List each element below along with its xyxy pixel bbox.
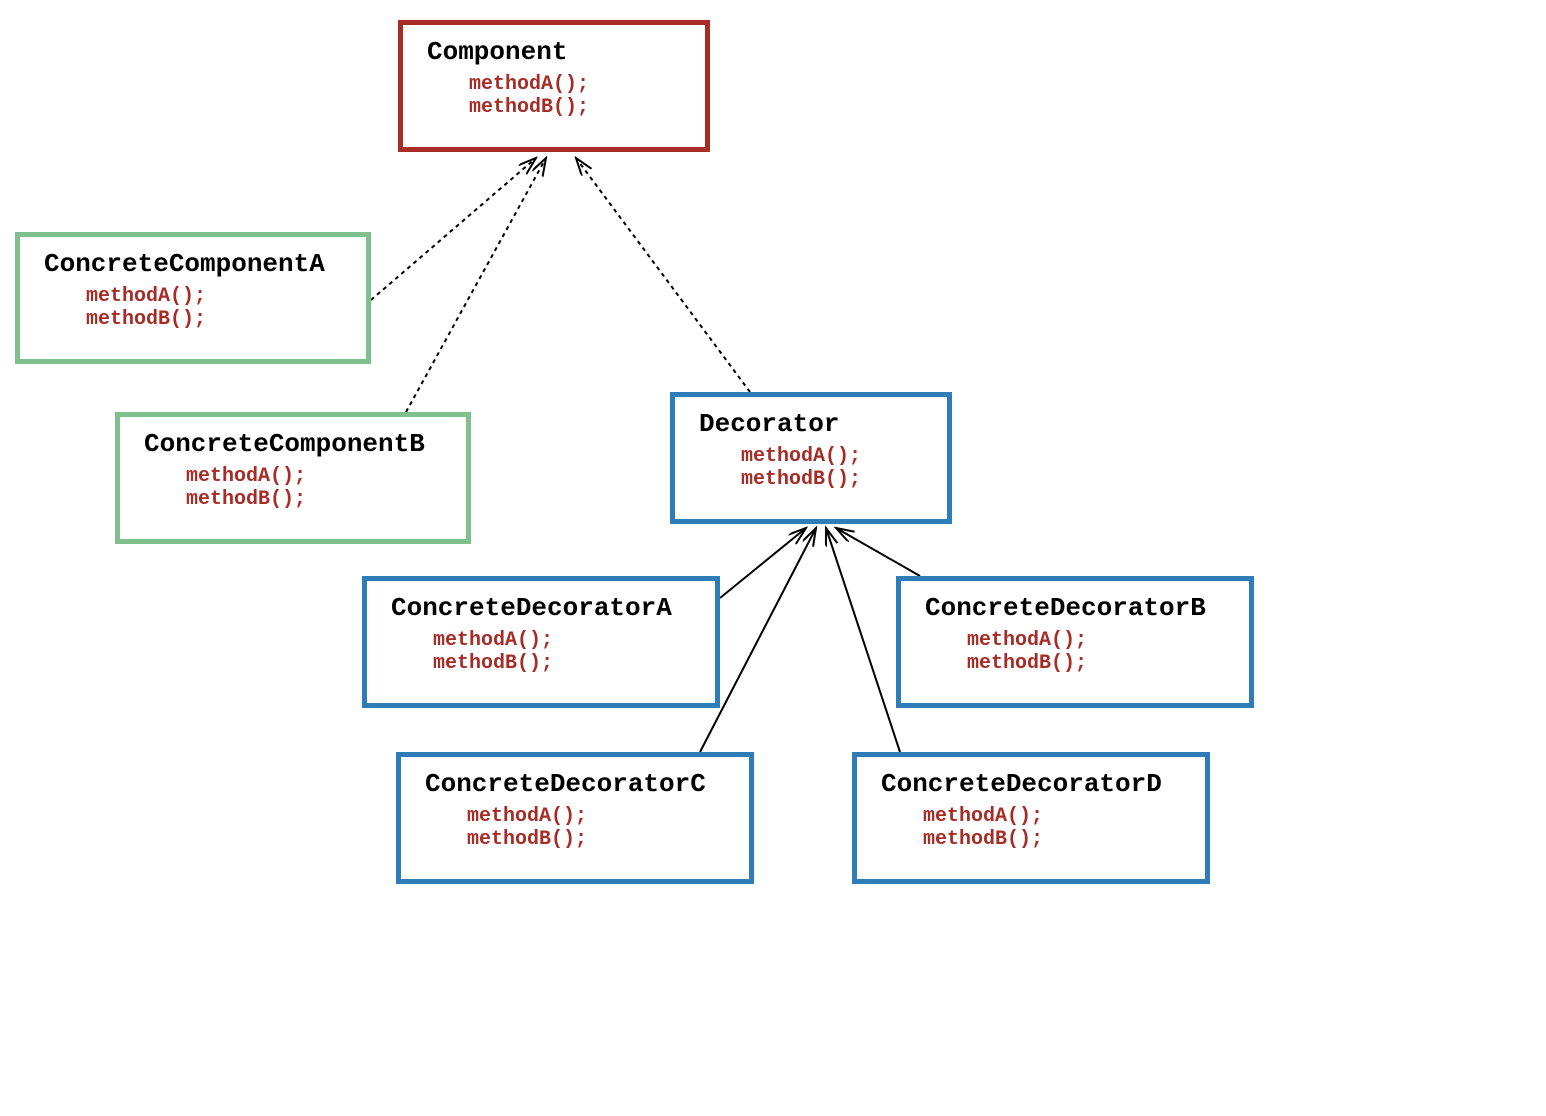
methods-list: methodA();methodB(); bbox=[144, 465, 442, 511]
method: methodB(); bbox=[967, 652, 1225, 675]
edge-concrete-component-a-to-component bbox=[371, 158, 536, 300]
method: methodA(); bbox=[923, 805, 1181, 828]
class-box-concrete-component-a: ConcreteComponentA methodA();methodB(); bbox=[15, 232, 371, 364]
class-box-component: Component methodA();methodB(); bbox=[398, 20, 710, 152]
method: methodB(); bbox=[186, 488, 442, 511]
class-box-concrete-decorator-b: ConcreteDecoratorB methodA();methodB(); bbox=[896, 576, 1254, 708]
class-title: ConcreteDecoratorA bbox=[391, 593, 691, 623]
class-box-concrete-decorator-a: ConcreteDecoratorA methodA();methodB(); bbox=[362, 576, 720, 708]
method: methodB(); bbox=[469, 96, 681, 119]
edge-concrete-decorator-a-to-decorator bbox=[720, 528, 806, 598]
class-box-concrete-decorator-c: ConcreteDecoratorC methodA();methodB(); bbox=[396, 752, 754, 884]
class-title: ConcreteDecoratorC bbox=[425, 769, 725, 799]
method: methodA(); bbox=[433, 629, 691, 652]
class-title: ConcreteDecoratorD bbox=[881, 769, 1181, 799]
methods-list: methodA();methodB(); bbox=[427, 73, 681, 119]
method: methodA(); bbox=[186, 465, 442, 488]
edge-concrete-decorator-b-to-decorator bbox=[836, 528, 920, 576]
method: methodA(); bbox=[741, 445, 923, 468]
class-title: ConcreteComponentA bbox=[44, 249, 342, 279]
methods-list: methodA();methodB(); bbox=[44, 285, 342, 331]
class-box-concrete-decorator-d: ConcreteDecoratorD methodA();methodB(); bbox=[852, 752, 1210, 884]
methods-list: methodA();methodB(); bbox=[881, 805, 1181, 851]
edge-concrete-decorator-d-to-decorator bbox=[826, 528, 900, 752]
class-title: ConcreteDecoratorB bbox=[925, 593, 1225, 623]
methods-list: methodA();methodB(); bbox=[425, 805, 725, 851]
methods-list: methodA();methodB(); bbox=[391, 629, 691, 675]
class-box-concrete-component-b: ConcreteComponentB methodA();methodB(); bbox=[115, 412, 471, 544]
method: methodB(); bbox=[86, 308, 342, 331]
method: methodB(); bbox=[467, 828, 725, 851]
method: methodB(); bbox=[923, 828, 1181, 851]
decorator-pattern-diagram: ComponentmethodA();methodB();ConcreteCom… bbox=[0, 0, 1546, 1116]
method: methodB(); bbox=[433, 652, 691, 675]
method: methodA(); bbox=[86, 285, 342, 308]
class-box-decorator: Decorator methodA();methodB(); bbox=[670, 392, 952, 524]
method: methodA(); bbox=[467, 805, 725, 828]
method: methodA(); bbox=[967, 629, 1225, 652]
connectors-layer bbox=[0, 0, 1546, 1116]
methods-list: methodA();methodB(); bbox=[699, 445, 923, 491]
edge-concrete-component-b-to-component bbox=[406, 158, 546, 412]
class-title: Component bbox=[427, 37, 681, 67]
class-title: Decorator bbox=[699, 409, 923, 439]
method: methodB(); bbox=[741, 468, 923, 491]
edge-decorator-to-component bbox=[576, 158, 750, 392]
method: methodA(); bbox=[469, 73, 681, 96]
class-title: ConcreteComponentB bbox=[144, 429, 442, 459]
methods-list: methodA();methodB(); bbox=[925, 629, 1225, 675]
